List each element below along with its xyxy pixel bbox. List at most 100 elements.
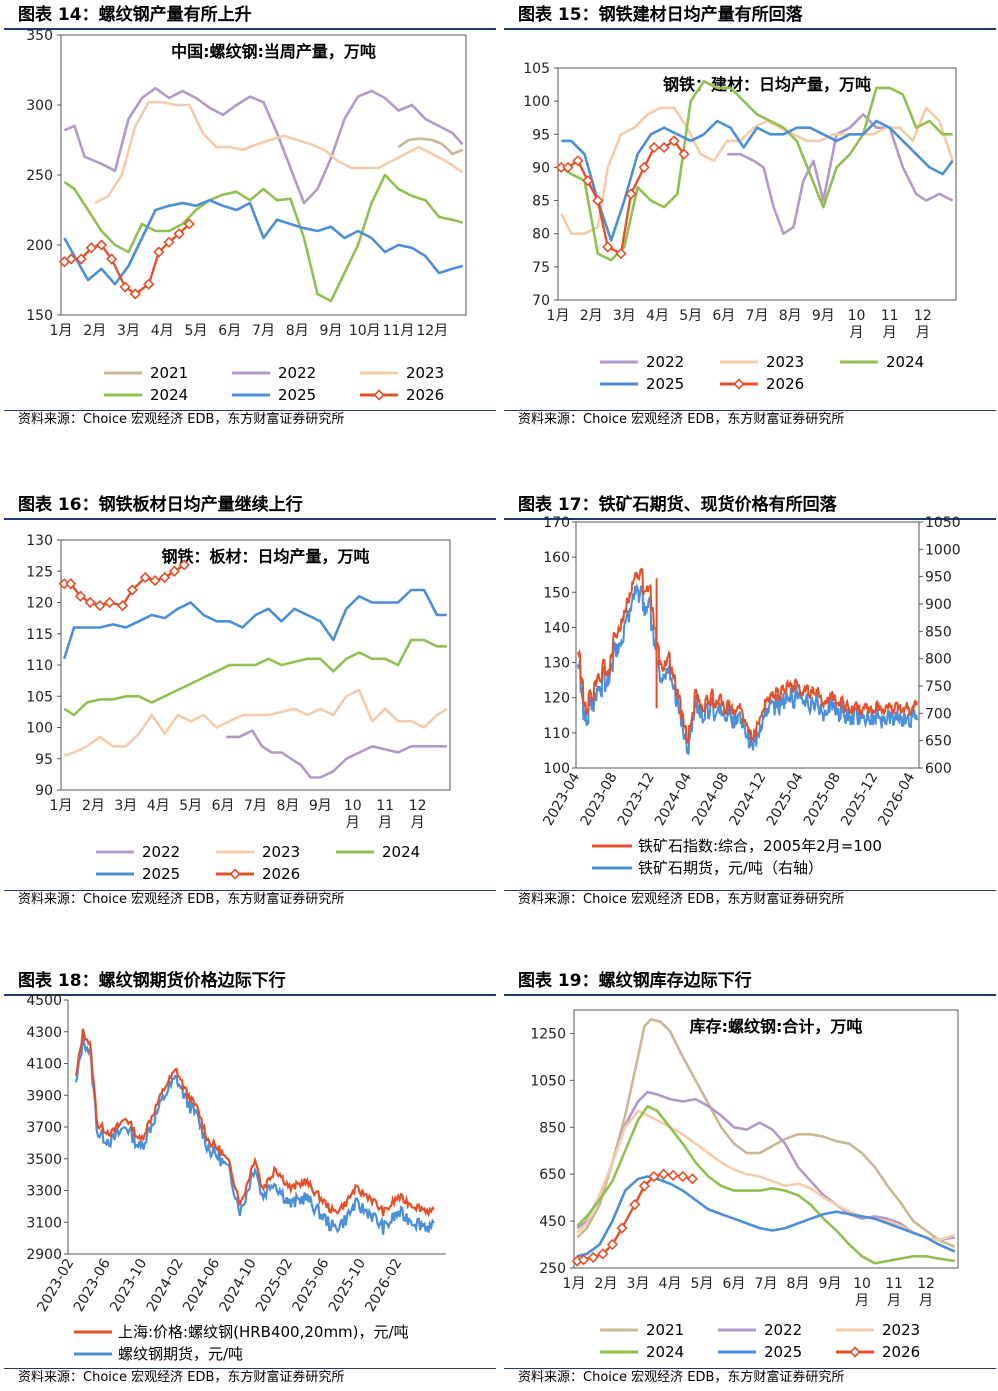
data-point-marker [94, 599, 106, 612]
source-note: 资料来源：Choice 宏观经济 EDB，东方财富证券研究所 [4, 1368, 496, 1387]
data-point-marker [139, 571, 151, 584]
chart-svg: 250 450 650 850 1050 1250 1月 2月 3月 4月 5月 6月 7月 8月 9月 10… [530, 1009, 959, 1361]
y-tick-label: 850 [539, 1120, 566, 1136]
y-tick-label: 130 [26, 533, 53, 549]
x-tick-label: 12月 [416, 323, 448, 339]
y-tick-label: 125 [26, 564, 53, 580]
series-line-2023 [576, 1109, 956, 1242]
x-tick-label: 4月 [646, 308, 669, 324]
legend-label: 2022 [646, 353, 684, 371]
series-line-2021 [397, 137, 464, 156]
chart-title: 图表 19：螺纹钢库存边际下行 [504, 966, 996, 996]
series-line-2024 [560, 79, 953, 262]
y-tick-label: 95 [35, 752, 53, 768]
legend-label: 2021 [150, 364, 188, 382]
source-note: 资料来源：Choice 宏观经济 EDB，东方财富证券研究所 [504, 890, 996, 909]
data-point-marker [577, 1254, 590, 1266]
y-tick-label: 95 [532, 127, 550, 143]
y-left-tick-label: 120 [543, 691, 570, 707]
x-tick-label: 9月 [320, 323, 343, 339]
data-point-marker [582, 175, 594, 187]
data-point-marker [74, 590, 87, 602]
y-tick-label: 105 [26, 689, 53, 705]
source-note: 资料来源：Choice 宏观经济 EDB，东方财富证券研究所 [504, 410, 996, 429]
x-tick-label: 3月 [117, 323, 140, 339]
data-point-marker [592, 194, 604, 207]
data-point-marker [95, 239, 108, 251]
data-point-marker [648, 141, 660, 154]
legend-label: 2022 [142, 843, 180, 861]
chart-svg: 70 75 80 85 90 95 100 105 1月 2月 3月 4月 5月 6月 7月 8月 9月 10 月 1… [523, 61, 957, 393]
y-tick-label: 2900 [26, 1247, 62, 1263]
y-left-tick-label: 130 [543, 656, 570, 672]
data-point-marker [65, 578, 77, 590]
chart-svg: 150 200 250 300 350 1月 2月 3月 4月 5月 6月 7月 8月 9月 10月 11月 1… [26, 28, 467, 404]
data-point-marker [65, 253, 77, 265]
x-tick-label: 2026-02 [362, 1256, 405, 1315]
x-tick-label: 4月 [147, 798, 170, 814]
y-tick-label: 110 [26, 658, 53, 674]
legend-label: 2024 [886, 353, 924, 371]
legend-label: 2026 [262, 865, 300, 883]
data-point-marker [572, 155, 584, 167]
y-right-tick-label: 800 [925, 652, 952, 668]
chart-title: 图表 14：螺纹钢产量有所上升 [4, 0, 496, 30]
y-tick-label: 4500 [26, 993, 62, 1009]
x-tick-label: 5月 [679, 308, 702, 324]
data-point-marker [229, 868, 241, 880]
y-tick-label: 350 [26, 28, 53, 44]
data-point-marker [126, 584, 138, 596]
data-point-marker [648, 1170, 660, 1183]
x-tick-label: 5月 [691, 1276, 714, 1292]
y-tick-label: 1050 [530, 1073, 566, 1089]
chart-subtitle: 中国:螺纹钢:当周产量，万吨 [171, 42, 376, 61]
series-line-2023 [94, 100, 464, 205]
y-right-tick-label: 950 [925, 570, 952, 586]
x-tick-label: 5月 [179, 798, 202, 814]
data-point-marker [616, 1222, 628, 1234]
x-tick-label: 9月 [819, 1276, 842, 1292]
legend-label: 2021 [646, 1321, 684, 1339]
data-point-marker [129, 288, 141, 300]
chart-title: 图表 16：钢铁板材日均产量继续上行 [4, 490, 496, 520]
data-point-marker [75, 253, 87, 265]
y-tick-label: 90 [532, 160, 550, 176]
y-tick-label: 90 [35, 783, 53, 799]
data-point-marker [85, 242, 98, 254]
data-point-marker [163, 236, 175, 248]
data-point-marker [629, 1199, 641, 1211]
data-point-marker [153, 246, 165, 258]
plot-frame [575, 521, 920, 769]
legend-label: 2024 [646, 1343, 684, 1361]
series-line-2023 [560, 106, 954, 235]
x-tick-label: 8月 [286, 323, 309, 339]
x-tick-label: 9月 [309, 798, 332, 814]
y-left-tick-label: 110 [543, 726, 570, 742]
legend-label: 2026 [766, 375, 804, 393]
y-tick-label: 450 [539, 1214, 566, 1230]
x-tick-label: 5月 [185, 323, 208, 339]
data-point-marker [606, 1238, 619, 1251]
chart-title: 图表 18：螺纹钢期货价格边际下行 [4, 966, 496, 996]
plot-frame [573, 1009, 959, 1269]
x-tick-label: 8月 [276, 798, 299, 814]
chart-subtitle: 钢铁：板材：日均产量，万吨 [161, 547, 369, 566]
series-line-2022 [63, 86, 464, 205]
series-line-spot [74, 1028, 435, 1218]
y-left-tick-label: 100 [543, 761, 570, 777]
y-right-tick-label: 750 [925, 679, 952, 695]
source-note: 资料来源：Choice 宏观经济 EDB，东方财富证券研究所 [4, 410, 496, 429]
x-tick-label: 7月 [755, 1276, 778, 1292]
x-tick-label: 6月 [218, 323, 241, 339]
y-tick-label: 300 [26, 98, 53, 114]
y-right-tick-label: 850 [925, 624, 952, 640]
series-line-2025 [62, 588, 447, 660]
y-left-tick-label: 160 [543, 550, 570, 566]
legend-label: 铁矿石期货，元/吨（右轴） [638, 859, 823, 877]
chart-panel-19: 图表 19：螺纹钢库存边际下行 250 450 650 850 1050 1250 1月 2月… [504, 966, 996, 1391]
legend-label: 2024 [150, 386, 188, 404]
data-point-marker [849, 1346, 861, 1358]
data-point-marker [597, 1248, 609, 1260]
